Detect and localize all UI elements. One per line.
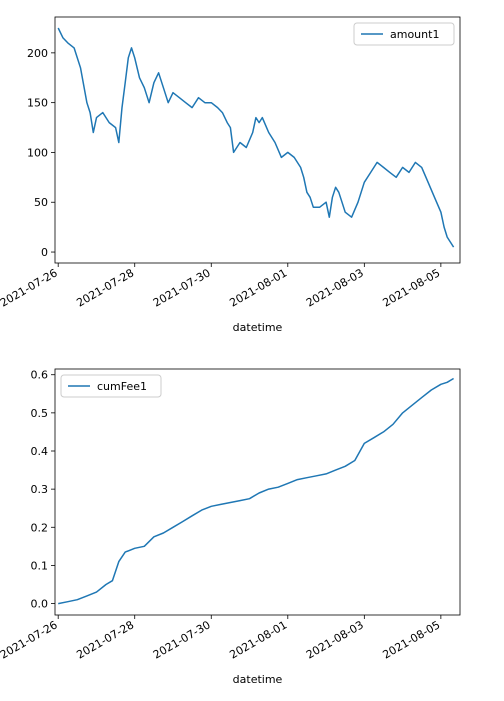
y-tick-label: 0.3 [31,483,49,496]
y-tick-label: 0.0 [31,598,49,611]
x-axis-label: datetime [233,321,283,334]
y-tick-label: 0.5 [31,407,49,420]
x-tick-label: 2021-07-28 [74,618,136,661]
y-tick-label: 0.6 [31,369,49,382]
x-tick-label: 2021-08-01 [227,618,289,661]
x-tick-label: 2021-08-03 [304,618,366,661]
x-axis-label: datetime [233,673,283,686]
legend-box [353,22,455,46]
y-tick-label: 0.2 [31,521,49,534]
amount-chart-svg: 0 50 100 150 200 2021-07-26 2021-07-28 2021-07-… [0,16,461,334]
x-tick-label: 2021-08-01 [227,266,289,309]
series-line-cumFee1 [58,377,454,605]
cumfee-chart-svg: 0.0 0.1 0.2 0.3 0.4 0.5 0.6 2021-07-26 2021-07-2… [0,368,461,686]
legend-label: amount1 [390,28,439,41]
x-tick-label: 2021-08-05 [380,266,442,309]
x-tick-label: 2021-07-30 [151,266,213,309]
y-tick-label: 150 [27,97,48,110]
y-tick-label: 200 [27,47,48,60]
x-tick-label: 2021-08-05 [380,618,442,661]
x-tick-label: 2021-07-26 [0,618,60,661]
legend-label: cumFee1 [97,380,147,393]
amount-chart: 0 50 100 150 200 2021-07-26 2021-07-28 2021-07-… [0,0,504,345]
cumfee-chart: 0.0 0.1 0.2 0.3 0.4 0.5 0.6 2021-07-26 2021-07-2… [0,352,504,697]
x-tick-label: 2021-07-30 [151,618,213,661]
y-tick-label: 100 [27,146,48,159]
x-tick-label: 2021-08-03 [304,266,366,309]
plot-frame [54,368,461,616]
legend-box [60,374,162,398]
y-tick-label: 0.1 [31,559,49,572]
x-tick-label: 2021-07-26 [0,266,60,309]
series-line-amount1 [57,27,455,248]
y-tick-label: 0 [41,246,48,259]
y-tick-label: 0.4 [31,445,49,458]
y-tick-label: 50 [34,196,48,209]
x-tick-label: 2021-07-28 [74,266,136,309]
plot-frame [54,16,461,264]
